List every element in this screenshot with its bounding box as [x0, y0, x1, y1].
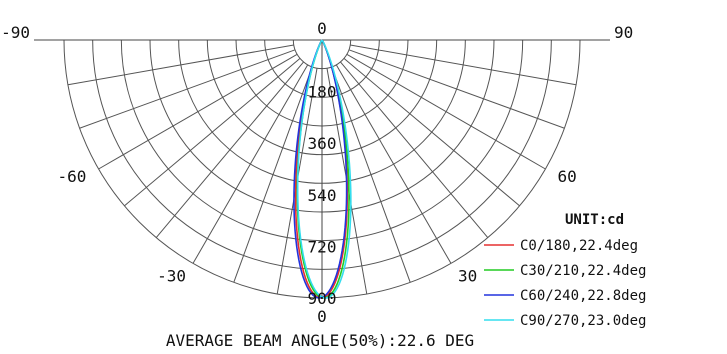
- grid-spoke: [124, 58, 301, 207]
- grid-spoke: [343, 58, 520, 207]
- legend-entry: C0/180,22.4deg: [520, 238, 638, 254]
- radial-tick-labels: 0 180 360 540 720 900: [308, 19, 337, 308]
- grid-spoke: [79, 49, 296, 129]
- unit-label: UNIT:cd: [565, 212, 624, 228]
- grid-spoke: [67, 44, 294, 86]
- angle-label: -30: [157, 267, 186, 286]
- grid-spoke: [98, 53, 298, 170]
- intensity-curves: [293, 39, 352, 299]
- angle-label: -90: [1, 23, 30, 42]
- legend-entry: C60/240,22.8deg: [520, 288, 646, 304]
- average-beam-angle: AVERAGE BEAM ANGLE(50%):22.6 DEG: [166, 331, 474, 350]
- radial-tick-label: 720: [308, 237, 337, 256]
- grid-spoke: [335, 64, 452, 264]
- angle-label: 30: [458, 267, 477, 286]
- radial-tick-label: 900: [308, 289, 337, 308]
- angle-label: 90: [614, 23, 633, 42]
- grid-spoke: [192, 64, 309, 264]
- grid-spoke: [233, 66, 313, 283]
- curve-c60-240: [293, 39, 348, 299]
- angle-label: 60: [558, 167, 577, 186]
- angle-labels: -90 -60 -30 0 30 60 90: [1, 23, 633, 326]
- legend-entry: C30/210,22.4deg: [520, 263, 646, 279]
- radial-tick-label: 0: [317, 19, 327, 38]
- grid-spoke: [348, 49, 565, 129]
- grid-spoke: [331, 66, 411, 283]
- legend: C0/180,22.4deg C30/210,22.4deg C60/240,22.…: [484, 238, 646, 329]
- grid-spoke: [346, 53, 546, 170]
- angle-label: 0: [317, 307, 327, 326]
- grid-spoke: [350, 44, 577, 86]
- legend-entry: C90/270,23.0deg: [520, 313, 646, 329]
- grid-spoke: [155, 61, 304, 238]
- polar-grid: [34, 39, 610, 299]
- radial-tick-label: 540: [308, 186, 337, 205]
- grid-spoke: [340, 61, 489, 238]
- radial-tick-label: 180: [308, 83, 337, 102]
- radial-tick-label: 360: [308, 134, 337, 153]
- angle-label: -60: [58, 167, 87, 186]
- curve-c90-270: [296, 39, 352, 299]
